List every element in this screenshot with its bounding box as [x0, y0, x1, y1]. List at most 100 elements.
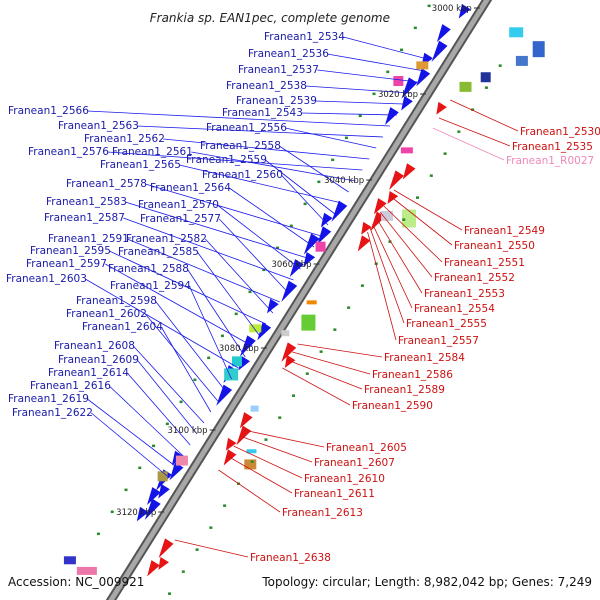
leader-line: [217, 204, 301, 270]
tick-mark: [223, 504, 227, 507]
leader-line: [265, 159, 336, 215]
leader-line: [126, 372, 191, 446]
reverse-gene-arrow: [158, 556, 169, 570]
tick-mark: [207, 356, 211, 360]
leader-line: [205, 238, 274, 314]
gene-label-left: Franean1_2561: [112, 146, 193, 158]
leader-line: [305, 85, 411, 94]
forward-gene-arrow: [216, 384, 233, 406]
tick-mark: [413, 26, 417, 30]
leader-line: [389, 195, 453, 246]
tick-mark: [402, 218, 406, 221]
feature-box: [231, 356, 242, 367]
forward-gene-arrow: [239, 335, 256, 357]
gene-label-right: Franean1_R0027: [506, 155, 594, 167]
tick-mark: [388, 240, 392, 243]
tick-mark: [124, 488, 128, 492]
gene-label-right: Franean1_2589: [364, 384, 445, 396]
forward-gene-arrow: [158, 483, 170, 499]
leader-line: [315, 100, 404, 105]
tick-mark: [152, 444, 156, 448]
tick-mark: [193, 378, 197, 382]
gene-label-left: Franean1_2588: [108, 263, 189, 275]
forward-gene-arrow: [401, 95, 413, 111]
gene-label-left: Franean1_2577: [140, 213, 221, 225]
leader-line: [376, 217, 423, 294]
gene-label-left: Franean1_2583: [46, 196, 127, 208]
feature-box: [224, 368, 239, 381]
feature-box: [400, 147, 413, 154]
gene-label-right: Franean1_2638: [250, 552, 331, 564]
feature-box: [244, 459, 257, 470]
forward-gene-arrow: [416, 68, 431, 87]
tick-mark: [292, 394, 296, 397]
reverse-gene-arrow: [361, 221, 372, 235]
gene-label-right: Franean1_2550: [454, 240, 535, 252]
leader-line: [327, 53, 425, 72]
forward-gene-arrow: [317, 226, 332, 245]
forward-gene-arrow: [281, 280, 298, 302]
leader-line: [393, 189, 463, 231]
leader-line: [369, 227, 405, 324]
forward-gene-arrow: [436, 24, 451, 43]
leader-line: [145, 183, 322, 237]
gene-label-left: Franean1_2565: [100, 159, 181, 171]
leader-line: [243, 429, 325, 448]
forward-gene-arrow: [320, 212, 333, 228]
gene-label-right: Franean1_2552: [434, 272, 515, 284]
leader-line: [186, 268, 246, 358]
gene-label-left: Franean1_2570: [138, 199, 219, 211]
tick-mark: [138, 466, 142, 470]
tick-mark: [360, 284, 364, 287]
reverse-gene-arrow: [225, 437, 237, 451]
forward-gene-arrow: [458, 3, 471, 19]
backbone: [108, 0, 490, 600]
reverse-gene-arrow: [402, 163, 416, 180]
feature-box: [157, 471, 168, 482]
accession-text: Accession: NC_009921: [8, 575, 144, 589]
leader-line: [188, 285, 232, 380]
tick-mark: [276, 246, 280, 250]
leader-line: [109, 385, 184, 457]
gene-label-right: Franean1_2584: [384, 352, 465, 364]
tick-mark: [303, 202, 307, 206]
map-title: Frankia sp. EAN1pec, complete genome: [150, 11, 390, 25]
leader-line: [123, 217, 294, 281]
tick-mark: [250, 460, 254, 463]
gene-label-left: Franean1_2614: [48, 367, 129, 379]
leader-line: [281, 174, 329, 226]
gene-label-left: Franean1_2534: [264, 31, 345, 43]
tick-mark: [264, 438, 268, 441]
leader-line: [91, 412, 170, 479]
leader-line: [163, 138, 370, 160]
leader-line: [109, 250, 267, 325]
tick-mark: [333, 328, 337, 331]
kbp-tick-label: 3080 kbp: [219, 344, 259, 354]
tick-mark: [195, 548, 199, 551]
gene-label-right: Franean1_2554: [414, 303, 495, 315]
leader-line: [450, 99, 519, 132]
forward-gene-arrow: [384, 107, 399, 126]
tick-mark: [344, 136, 348, 140]
leader-line: [107, 151, 363, 171]
leader-line: [154, 300, 225, 391]
gene-label-right: Franean1_2530: [520, 126, 600, 138]
tick-mark: [400, 48, 404, 52]
forward-gene-arrow: [331, 200, 348, 222]
tick-mark: [358, 114, 362, 118]
leader-line: [85, 278, 239, 369]
feature-box: [175, 455, 188, 466]
tick-mark: [427, 4, 431, 8]
kbp-tick-label: 3020 kbp: [378, 90, 418, 100]
feature-box: [250, 405, 259, 412]
tick-mark: [181, 570, 185, 573]
reverse-gene-arrow: [436, 101, 447, 115]
feature-box: [301, 314, 316, 331]
leader-line: [179, 164, 342, 204]
feature-box: [315, 241, 326, 252]
leader-line: [432, 127, 505, 161]
leader-line: [343, 36, 432, 61]
feature-box: [459, 81, 472, 92]
gene-label-left: Franean1_2604: [82, 321, 163, 333]
tick-mark: [457, 130, 461, 133]
